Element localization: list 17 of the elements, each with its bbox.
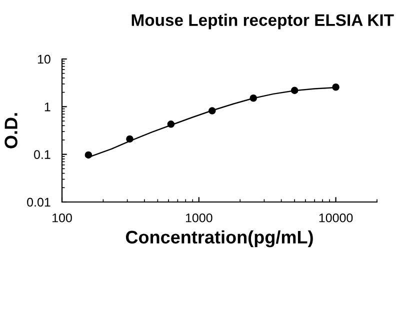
x-tick-label: 100 [52,213,72,222]
y-tick-label: 0.01 [27,198,50,207]
point [208,107,216,114]
y-tick-label: 0.1 [34,150,50,159]
y-axis-title: O.D. [4,113,18,148]
point [290,86,298,94]
point [167,120,175,128]
point [332,83,340,91]
x-tick-label: 1000 [186,213,212,222]
point [126,135,134,143]
x-tick-label: 10000 [319,213,353,222]
x-axis-title: Concentration(pg/mL) [126,230,313,248]
chart-title: Mouse Leptin receptor ELSIA KIT [132,14,394,30]
y-tick-label: 1 [44,102,50,112]
y-tick-label: 10 [38,54,50,64]
point [250,94,258,102]
point [84,151,92,159]
